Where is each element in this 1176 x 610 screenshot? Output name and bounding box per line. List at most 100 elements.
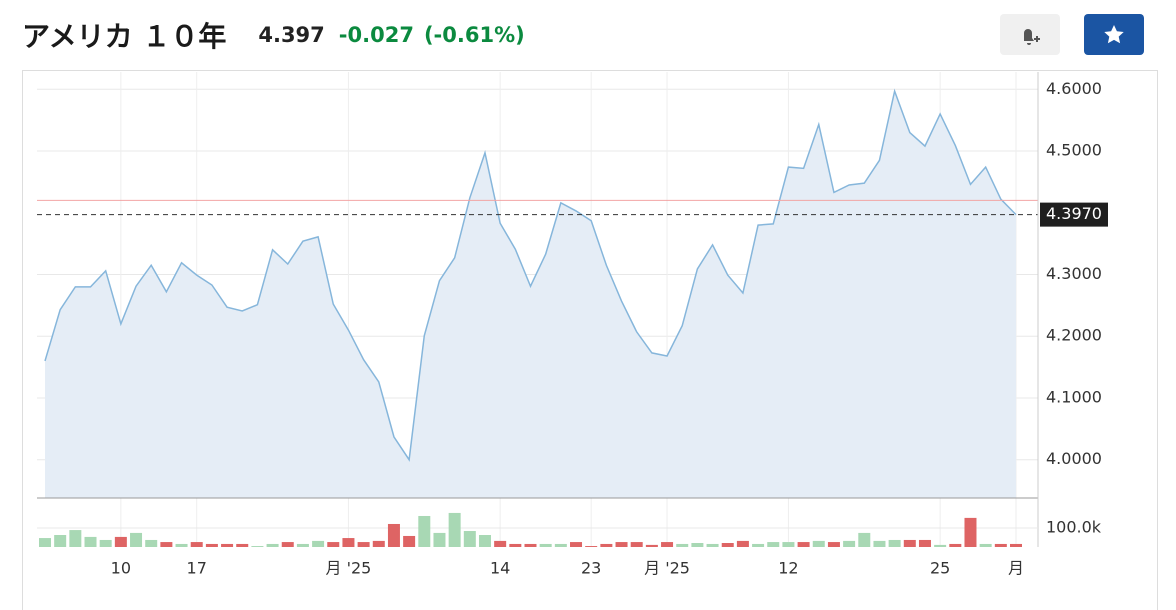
volume-bar	[934, 544, 947, 547]
volume-bar	[190, 542, 203, 547]
volume-bar	[509, 543, 522, 547]
x-tick-label: 12	[778, 559, 798, 578]
x-tick-label: 10	[111, 559, 131, 578]
volume-bar	[251, 546, 264, 547]
last-price-label: 4.3970	[1046, 204, 1102, 223]
area-fill	[45, 91, 1016, 498]
header: アメリカ １０年 4.397 -0.027 (-0.61%)	[22, 14, 535, 56]
volume-bar	[812, 540, 825, 547]
volume-bar	[782, 542, 795, 547]
alert-button[interactable]	[1000, 14, 1060, 55]
volume-bar	[39, 538, 51, 547]
volume-bar	[691, 543, 704, 547]
volume-bar	[114, 536, 127, 547]
volume-bar	[888, 539, 901, 547]
volume-bar	[797, 542, 810, 547]
x-tick-label: 14	[490, 559, 510, 578]
x-tick-label: 25	[930, 559, 950, 578]
price-line	[44, 88, 1017, 462]
volume-bar	[327, 542, 340, 547]
y-tick-label: 4.3000	[1046, 264, 1102, 283]
x-tick-label: 月 '25	[644, 559, 690, 578]
volume-bar	[448, 512, 461, 547]
volume-bar	[706, 543, 719, 547]
volume-bar	[676, 543, 689, 547]
x-tick-label: 月 '25	[326, 559, 372, 578]
volume-bar	[433, 532, 446, 547]
y-tick-label: 4.0000	[1046, 449, 1102, 468]
y-tick-label: 4.6000	[1046, 79, 1102, 98]
volume-bar	[494, 540, 507, 547]
volume-bar	[69, 530, 82, 547]
volume-bar	[600, 543, 613, 547]
volume-bar	[130, 532, 143, 547]
x-tick-label: 月	[1008, 559, 1024, 578]
y-tick-label: 4.5000	[1046, 141, 1102, 160]
volume-bar	[99, 539, 112, 547]
watermark-main: Investing	[60, 443, 230, 483]
change-percent: (-0.61%)	[423, 23, 525, 47]
volume-bar	[554, 543, 567, 547]
price: 4.397	[258, 23, 325, 47]
bell-icon	[1024, 29, 1040, 45]
volume-bar	[994, 543, 1007, 547]
volume-bar	[281, 542, 294, 547]
volume-bar	[236, 543, 249, 547]
y-tick-label: 4.2000	[1046, 326, 1102, 345]
volume-bar	[903, 539, 916, 547]
volume-bar	[873, 540, 886, 547]
volume-bar	[221, 543, 234, 547]
volume-bar	[918, 539, 931, 547]
volume-bar	[1010, 543, 1022, 547]
volume-bar	[145, 539, 158, 547]
watchlist-button[interactable]	[1084, 14, 1144, 55]
volume-bar	[964, 517, 977, 547]
y-tick-label: 100.0k	[1046, 517, 1102, 536]
change: -0.027	[338, 23, 414, 47]
volume-bar	[312, 540, 325, 547]
volume-bar	[827, 542, 840, 547]
x-tick-label: 23	[581, 559, 601, 578]
chart-frame	[22, 70, 1158, 610]
volume-bar	[979, 543, 992, 547]
y-tick-label: 4.1000	[1046, 387, 1102, 406]
volume-bar	[661, 542, 674, 547]
volume-bar	[342, 538, 355, 547]
volume-bar	[296, 543, 309, 547]
watermark: Investing.com	[60, 443, 285, 483]
volume-bar	[585, 546, 598, 547]
star-icon	[1104, 25, 1124, 44]
volume-bar	[387, 523, 400, 547]
volume-bar	[205, 543, 218, 547]
last-price-box	[1040, 202, 1108, 227]
volume-bar	[858, 532, 871, 547]
volume-bar	[539, 543, 552, 547]
volume-bar	[736, 540, 749, 547]
volume-bar	[570, 542, 583, 547]
volume-bar	[645, 544, 658, 547]
volume-bar	[478, 535, 491, 547]
volume-bar	[949, 543, 962, 547]
volume-bar	[524, 543, 537, 547]
volume-bar	[767, 542, 780, 547]
volume-bar	[843, 540, 856, 547]
volume-bar	[160, 542, 173, 547]
watermark-suffix: .com	[230, 449, 285, 477]
volume-bar	[372, 540, 385, 547]
volume-bar	[630, 542, 643, 547]
title: アメリカ １０年	[22, 20, 227, 53]
volume-bar	[175, 543, 188, 547]
volume-bar	[357, 542, 370, 547]
volume-bar	[84, 536, 97, 547]
volume-bar	[615, 542, 628, 547]
x-tick-label: 17	[187, 559, 207, 578]
volume-bar	[721, 543, 734, 547]
volume-bar	[266, 543, 279, 547]
volume-bar	[752, 543, 765, 547]
volume-bar	[403, 535, 416, 547]
volume-bar	[418, 515, 431, 547]
volume-bar	[54, 535, 67, 547]
volume-bar	[463, 531, 476, 547]
